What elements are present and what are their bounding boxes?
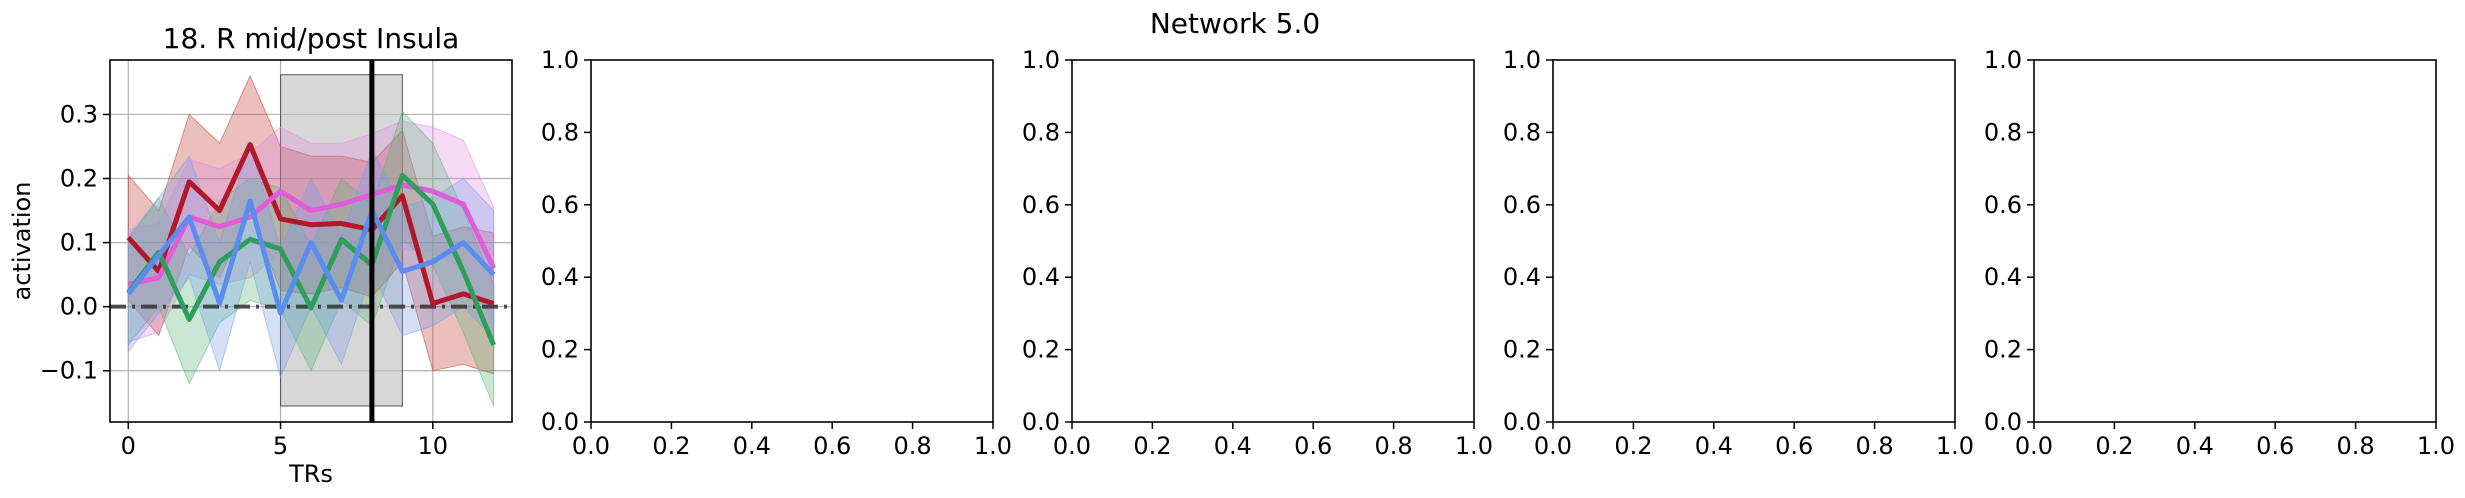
y-tick-label: 0.2 [1022,336,1060,364]
panel-1-title: 18. R mid/post Insula [163,22,460,55]
chart-panel-1: 18. R mid/post Insula TRs activation 0 5 10 −0… [8,22,513,488]
x-tick-label: 0.6 [813,432,851,460]
x-tick-label: 1.0 [1455,432,1493,460]
y-tick-label: 0.2 [541,336,579,364]
figure-suptitle: Network 5.0 [1150,7,1320,40]
y-tick-label: 1.0 [1503,46,1541,74]
x-tick-label: 0.4 [1695,432,1733,460]
series-1-line [126,142,495,306]
x-tick-label: 0.8 [2337,432,2375,460]
x-tick-label: 0.0 [1534,432,1572,460]
x-tick-label: 0.2 [1614,432,1652,460]
y-tick-label: 0.8 [1022,118,1060,146]
y-tick-label: 0.6 [1503,191,1541,219]
x-tick-label: 0.4 [1214,432,1252,460]
x-tick-label: 0.2 [1133,432,1171,460]
y-tick-label: 1.0 [1022,46,1060,74]
x-tick-label: 0.8 [894,432,932,460]
y-tick-label: 0.0 [1984,408,2022,436]
y-tick-label: 1.0 [541,46,579,74]
chart-panel-4: 0.0 0.2 0.4 0.6 0.8 1.0 0.0 0.2 0.4 0.6 0.8 1.0 [1503,46,1974,460]
chart-panel-5: 0.0 0.2 0.4 0.6 0.8 1.0 0.0 0.2 0.4 0.6 0.8 1.0 [1984,46,2455,460]
x-tick-label: 0.2 [2095,432,2133,460]
y-tick-label: 0.0 [541,408,579,436]
x-tick-label: 0.0 [1053,432,1091,460]
y-tick-label: 0.4 [541,263,579,291]
x-tick-label: 0 [121,432,136,460]
x-tick-label: 0.2 [652,432,690,460]
y-tick-label: 0.4 [1984,263,2022,291]
x-tick-label: 0.6 [1294,432,1332,460]
x-tick-label: 10 [418,432,449,460]
y-tick-label: 0.2 [60,165,98,193]
x-tick-label: 0.6 [2256,432,2294,460]
series-4-line [126,198,496,316]
axes-frame [1552,59,1956,423]
y-tick-label: 0.0 [60,293,98,321]
x-tick-label: 5 [273,432,288,460]
x-tick-label: 0.0 [2015,432,2053,460]
y-tick-label: 0.6 [1022,191,1060,219]
y-tick-label: 0.8 [1503,118,1541,146]
y-tick-label: 0.2 [1984,336,2022,364]
y-tick-label: 1.0 [1984,46,2022,74]
chart-panel-2: 0.0 0.2 0.4 0.6 0.8 1.0 0.0 0.2 0.4 0.6 0.8 1.0 [541,46,1012,460]
panels: 18. R mid/post Insula TRs activation 0 5 10 −0… [8,22,2455,488]
y-tick-label: 0.6 [541,191,579,219]
y-tick-label: 0.8 [1984,118,2022,146]
y-tick-label: 0.1 [60,229,98,257]
y-tick-label: 0.0 [1022,408,1060,436]
axes-frame [590,59,994,423]
x-tick-label: 1.0 [974,432,1012,460]
y-tick-label: 0.0 [1503,408,1541,436]
x-tick-label: 0.4 [2176,432,2214,460]
y-tick-label: 0.2 [1503,336,1541,364]
y-tick-label: 0.8 [541,118,579,146]
series-3-line [126,172,497,347]
x-tick-label: 1.0 [1936,432,1974,460]
y-tick-label: 0.4 [1503,263,1541,291]
axes-frame [109,59,513,423]
x-tick-label: 0.8 [1375,432,1413,460]
x-tick-label: 0.8 [1856,432,1894,460]
y-tick-label: −0.1 [40,357,98,385]
y-tick-label: 0.3 [60,100,98,128]
x-tick-label: 0.4 [733,432,771,460]
x-tick-label: 0.0 [572,432,610,460]
axes-frame [1071,59,1475,423]
x-tick-label: 0.6 [1775,432,1813,460]
plot-area [110,60,512,422]
y-tick-label: 0.4 [1022,263,1060,291]
y-axis-label: activation [8,182,36,301]
chart-panel-3: 0.0 0.2 0.4 0.6 0.8 1.0 0.0 0.2 0.4 0.6 0.8 1.0 [1022,46,1493,460]
x-axis-label: TRs [288,460,333,488]
x-tick-label: 1.0 [2417,432,2455,460]
y-tick-label: 0.6 [1984,191,2022,219]
axes-frame [2033,59,2437,423]
